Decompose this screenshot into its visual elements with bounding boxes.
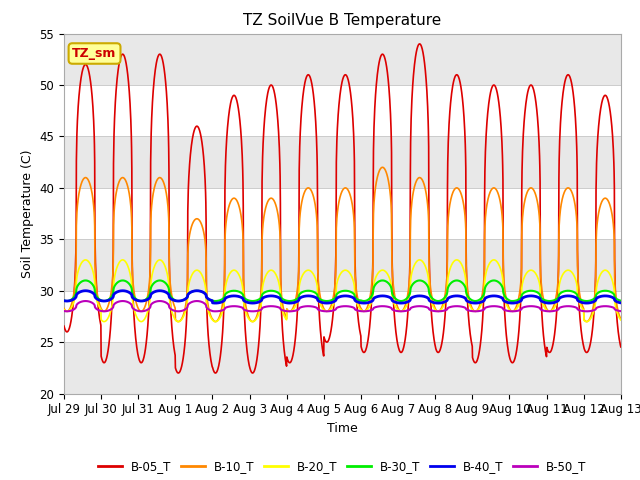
- Title: TZ SoilVue B Temperature: TZ SoilVue B Temperature: [243, 13, 442, 28]
- Bar: [64, 342, 621, 394]
- Bar: [64, 240, 621, 291]
- Bar: [64, 34, 621, 85]
- X-axis label: Time: Time: [327, 422, 358, 435]
- Legend: B-05_T, B-10_T, B-20_T, B-30_T, B-40_T, B-50_T: B-05_T, B-10_T, B-20_T, B-30_T, B-40_T, …: [93, 455, 591, 478]
- Text: TZ_sm: TZ_sm: [72, 47, 116, 60]
- Y-axis label: Soil Temperature (C): Soil Temperature (C): [21, 149, 34, 278]
- Bar: [64, 136, 621, 188]
